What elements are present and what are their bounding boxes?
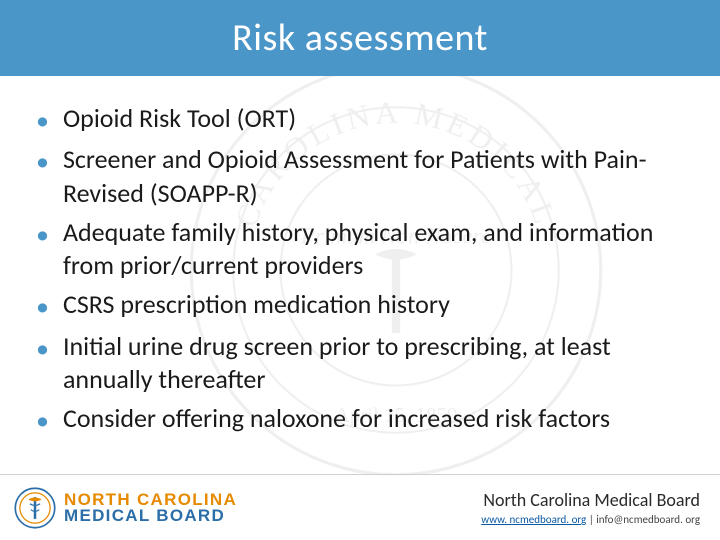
bullet-item: • Opioid Risk Tool (ORT) [36,102,684,137]
bullet-item: • CSRS prescription medication history [36,288,684,323]
bullet-marker-icon: • [36,218,49,251]
bullet-item: • Adequate family history, physical exam… [36,216,684,283]
footer-contact: www. ncmedboard. org | info@ncmedboard. … [481,513,700,526]
bullet-text: CSRS prescription medication history [63,288,450,321]
logo-block: NORTH CAROLINA MEDICAL BOARD [14,487,237,529]
logo-seal-icon [14,487,56,529]
bullet-item: • Consider offering naloxone for increas… [36,402,684,437]
footer-org-name: North Carolina Medical Board [481,489,700,511]
content-area: • Opioid Risk Tool (ORT) • Screener and … [0,76,720,453]
bullet-marker-icon: • [36,290,49,323]
slide-title: Risk assessment [232,15,488,61]
logo-line-2: MEDICAL BOARD [64,508,237,524]
logo-text: NORTH CAROLINA MEDICAL BOARD [64,492,237,523]
footer-email: info@ncmedboard. org [596,513,700,526]
footer-separator: | [586,513,596,526]
footer-url-link[interactable]: www. ncmedboard. org [481,513,586,526]
footer: NORTH CAROLINA MEDICAL BOARD North Carol… [0,474,720,540]
title-bar: Risk assessment [0,0,720,76]
bullet-item: • Initial urine drug screen prior to pre… [36,330,684,397]
bullet-text: Opioid Risk Tool (ORT) [63,102,296,135]
bullet-marker-icon: • [36,145,49,178]
footer-right: North Carolina Medical Board www. ncmedb… [481,489,700,526]
bullet-marker-icon: • [36,332,49,365]
bullet-list: • Opioid Risk Tool (ORT) • Screener and … [36,102,684,437]
bullet-text: Screener and Opioid Assessment for Patie… [63,143,684,210]
bullet-item: • Screener and Opioid Assessment for Pat… [36,143,684,210]
bullet-text: Consider offering naloxone for increased… [63,402,610,435]
bullet-marker-icon: • [36,104,49,137]
bullet-text: Adequate family history, physical exam, … [63,216,684,283]
bullet-marker-icon: • [36,404,49,437]
bullet-text: Initial urine drug screen prior to presc… [63,330,684,397]
